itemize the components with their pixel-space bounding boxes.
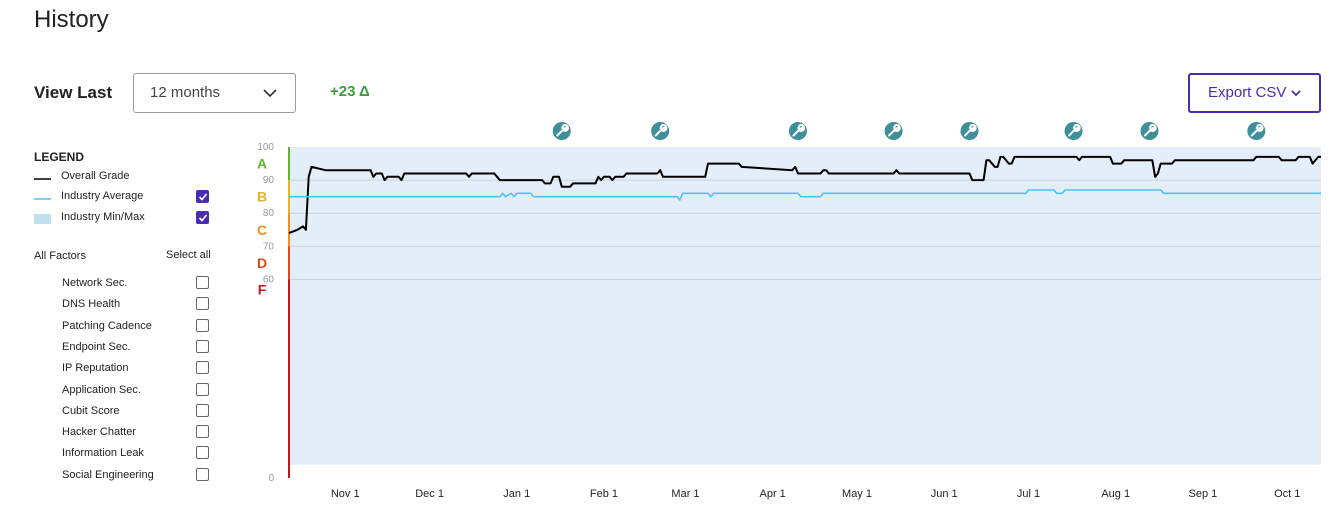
x-tick-label: Aug 1 (1101, 488, 1130, 500)
wrench-icon[interactable] (884, 122, 903, 140)
check-icon (198, 193, 208, 201)
x-tick-label: Jan 1 (503, 488, 530, 500)
overall-grade-swatch (34, 178, 51, 180)
wrench-glyph (654, 124, 668, 137)
score-delta: +23 Δ (330, 83, 370, 100)
factor-network-sec: Network Sec. (62, 277, 128, 289)
x-tick-label: Mar 1 (671, 488, 699, 500)
industry-min-max-area (289, 147, 1321, 465)
legend-item-label: Overall Grade (61, 170, 130, 182)
factor-checkbox[interactable] (196, 446, 209, 460)
factor-application-sec: Application Sec. (62, 383, 141, 396)
chevron-down-icon (263, 89, 277, 98)
industry-min-max-swatch (34, 214, 51, 224)
export-csv-label: Export CSV (1208, 84, 1287, 101)
y-tick-label: 90 (263, 175, 275, 186)
factor-hacker-chatter: Hacker Chatter (62, 426, 136, 439)
wrench-glyph (556, 124, 569, 137)
period-select[interactable]: 12 months (133, 73, 296, 113)
x-tick-label: Jun 1 (931, 488, 958, 500)
wrench-glyph (888, 124, 901, 137)
industry-average-swatch (34, 198, 51, 200)
factor-checkbox[interactable] (196, 425, 209, 439)
factor-checkbox[interactable] (196, 467, 209, 481)
factor-dns-health: DNS Health (62, 298, 121, 311)
legend-item-label: Industry Average (61, 190, 144, 202)
industry-min-max-checkbox[interactable] (196, 211, 209, 224)
x-tick-label: Dec 1 (415, 488, 444, 500)
wrench-icon[interactable] (1064, 122, 1083, 140)
x-tick-label: Apr 1 (760, 488, 786, 500)
grade-label-c: C (257, 222, 267, 238)
wrench-icon[interactable] (788, 122, 807, 140)
factor-ip-reputation: IP Reputation (62, 362, 129, 375)
y-tick-label: 60 (263, 274, 275, 285)
series-industry-average (289, 189, 1321, 201)
factor-endpoint-sec: Endpoint Sec. (62, 340, 131, 353)
factor-patching-cadence: Patching Cadence (62, 319, 152, 332)
factor-checkbox[interactable] (196, 361, 209, 375)
x-tick-label: Jul 1 (1017, 488, 1040, 500)
factor-checkbox[interactable] (196, 382, 209, 396)
factor-checkbox[interactable] (196, 297, 209, 311)
view-last-label: View Last (34, 83, 113, 102)
x-tick-label: Oct 1 (1274, 488, 1300, 500)
y-tick-label: 70 (263, 241, 275, 252)
wrench-glyph (964, 124, 977, 137)
legend-title: LEGEND (34, 150, 85, 164)
factor-cubit-score: Cubit Score (62, 404, 120, 417)
x-tick-label: Sep 1 (1189, 488, 1218, 500)
wrench-glyph (1068, 124, 1081, 137)
y-tick-label: 100 (257, 142, 274, 153)
wrench-glyph (1143, 124, 1157, 137)
wrench-icon[interactable] (651, 122, 670, 140)
grade-label-d: D (257, 255, 267, 271)
period-select-value: 12 months (150, 84, 221, 101)
y-tick-label: 80 (263, 208, 275, 219)
factor-information-leak: Information Leak (62, 447, 144, 460)
legend-item-label: Industry Min/Max (61, 211, 145, 223)
factor-checkbox[interactable] (196, 276, 209, 289)
factor-checkbox[interactable] (196, 339, 209, 353)
export-csv-button[interactable]: Export CSV (1188, 73, 1321, 113)
industry-average-checkbox[interactable] (196, 190, 209, 203)
wrench-icon[interactable] (552, 122, 571, 140)
grade-label-f: F (258, 281, 267, 297)
chevron-down-icon (1291, 90, 1301, 97)
x-tick-label: Feb 1 (590, 488, 618, 500)
all-factors-label: All Factors (34, 250, 86, 262)
series-overall-grade (288, 155, 1321, 235)
x-tick-label: May 1 (842, 488, 872, 500)
wrench-icon[interactable] (960, 122, 979, 140)
check-icon (198, 214, 208, 222)
factor-social-engineering: Social Engineering (62, 468, 154, 481)
factor-checkbox[interactable] (196, 318, 209, 332)
select-all-link[interactable]: Select all (166, 249, 211, 261)
wrench-icon[interactable] (1140, 122, 1159, 140)
x-tick-label: Nov 1 (331, 488, 360, 500)
grade-label-b: B (257, 189, 267, 205)
page-title: History (34, 6, 109, 33)
wrench-glyph (1250, 124, 1264, 137)
y-tick-label: 0 (268, 473, 274, 484)
grade-label-a: A (257, 156, 267, 172)
factor-checkbox[interactable] (196, 403, 209, 417)
wrench-icon[interactable] (1247, 122, 1266, 140)
wrench-glyph (792, 124, 806, 137)
